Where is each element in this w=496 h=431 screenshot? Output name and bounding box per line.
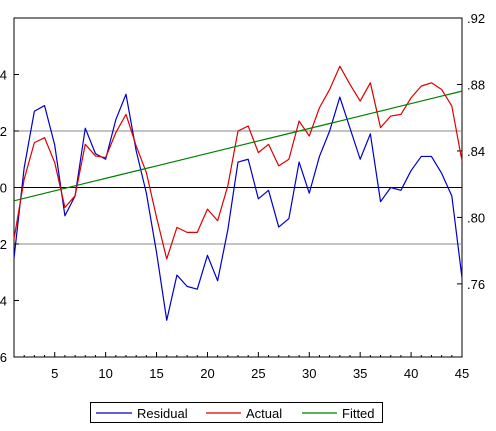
right-tick-label-0: .76 (467, 277, 485, 292)
x-tick-label-30: 30 (302, 366, 316, 381)
x-tick-label-35: 35 (353, 366, 367, 381)
x-tick-label-40: 40 (404, 366, 418, 381)
left-tick-label-2: 2 (0, 237, 7, 252)
left-tick-label-1: 4 (0, 294, 7, 309)
x-tick-label-10: 10 (98, 366, 112, 381)
x-tick-label-25: 25 (251, 366, 265, 381)
series-line-actual (13, 65, 463, 260)
legend (90, 402, 383, 423)
legend-label-residual: Residual (137, 406, 188, 421)
left-tick-label-3: 0 (0, 181, 7, 196)
x-tick-label-20: 20 (200, 366, 214, 381)
series-line-residual (13, 93, 463, 321)
right-tick-label-1: .80 (467, 210, 485, 225)
right-tick-label-2: .84 (467, 144, 485, 159)
x-tick-label-5: 5 (51, 366, 58, 381)
right-tick-label-3: .88 (467, 77, 485, 92)
right-tick-label-4: .92 (467, 11, 485, 26)
series-line-fitted (13, 90, 463, 202)
left-tick-label-0: 6 (0, 350, 7, 365)
x-tick-label-15: 15 (149, 366, 163, 381)
legend-label-fitted: Fitted (342, 406, 375, 421)
left-tick-label-4: 2 (0, 124, 7, 139)
left-tick-label-5: 4 (0, 68, 7, 83)
x-tick-label-45: 45 (455, 366, 469, 381)
legend-label-actual: Actual (246, 406, 282, 421)
